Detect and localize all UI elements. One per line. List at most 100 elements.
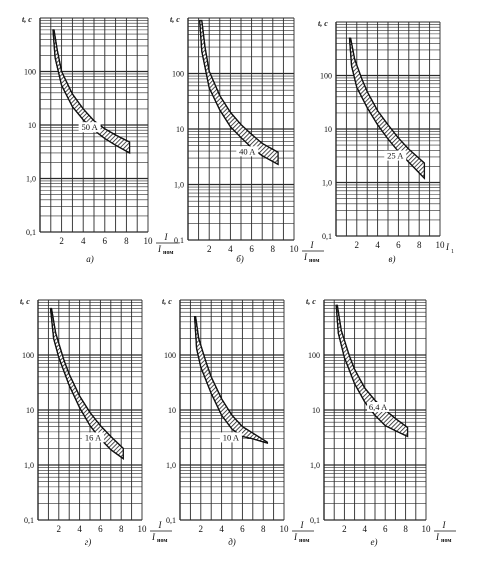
band-boundary-line	[336, 305, 408, 428]
annotation-bg	[236, 146, 259, 157]
y-tick-label: 10	[26, 406, 34, 415]
x-axis-fraction-bottom: I	[157, 244, 162, 254]
x-tick-label: 2	[59, 236, 64, 246]
x-tick-label: 6	[103, 236, 108, 246]
y-tick-label: 100	[172, 70, 184, 79]
x-axis-fraction-bottom-sub: ном	[441, 538, 451, 544]
y-axis-label: t, c	[306, 297, 316, 306]
y-tick-label: 1,0	[26, 175, 36, 184]
band-boundary-line	[335, 305, 408, 438]
x-tick-label: 4	[363, 524, 368, 534]
x-axis-label-sub: 1	[451, 249, 454, 255]
y-axis-label: t, c	[170, 15, 180, 24]
x-axis-fraction-bottom: I	[303, 252, 308, 262]
x-tick-label: 6	[98, 524, 103, 534]
x-axis-fraction-top: I	[158, 520, 163, 530]
x-axis-fraction-bottom: I	[151, 532, 156, 542]
time-current-band	[335, 304, 409, 438]
x-tick-label: 10	[290, 244, 300, 254]
x-tick-label: 2	[199, 524, 204, 534]
y-tick-label: 1,0	[310, 461, 320, 470]
band-boundary-line	[52, 29, 130, 154]
y-tick-label: 1,0	[322, 179, 332, 188]
panel-caption: в)	[389, 254, 396, 264]
chart-panel: 0,1 1,0 10 100 2 4 6 8 10 t, c II ном 6,4 A e)	[306, 297, 456, 547]
panel-caption: г)	[85, 537, 92, 547]
y-tick-label: 0,1	[24, 516, 34, 525]
band-annotation: 40 A	[239, 146, 256, 156]
y-tick-label: 100	[164, 351, 176, 360]
band-boundary-line	[201, 20, 279, 153]
y-axis-label: t, c	[318, 19, 328, 28]
x-axis-label: I	[445, 242, 450, 252]
chart-panel: 0,1 1,0 10 100 2 4 6 8 10 t, c I 1 25 A в)	[318, 19, 454, 264]
band-boundary-line	[350, 37, 425, 164]
x-tick-label: 2	[57, 524, 62, 534]
panel-caption: д)	[228, 537, 236, 547]
band-boundary-line	[53, 29, 130, 143]
y-tick-label: 100	[320, 72, 332, 81]
chart-panel: 0,1 1,0 10 100 2 4 6 8 10 t, c II ном 40 A б)	[170, 15, 324, 264]
x-tick-label: 10	[144, 236, 154, 246]
y-tick-label: 0,1	[310, 516, 320, 525]
x-axis-fraction-top: I	[310, 240, 315, 250]
band-annotation: 50 A	[81, 122, 98, 132]
x-tick-label: 4	[77, 524, 82, 534]
x-tick-label: 2	[355, 240, 360, 250]
x-tick-label: 4	[228, 244, 233, 254]
x-axis-fraction-top: I	[442, 520, 447, 530]
annotation-bg	[367, 402, 390, 412]
panel-caption: a)	[86, 254, 94, 264]
chart-panel: 0,1 1,0 10 100 2 4 6 8 10 t, c II ном 10 A д)	[162, 297, 314, 547]
chart-panel: 0,1 1,0 10 100 2 4 6 8 10 t, c II ном 50 A a)	[22, 15, 178, 264]
band-boundary-line	[49, 308, 124, 460]
annotation-bg	[384, 150, 407, 161]
band-annotation: 10 A	[223, 432, 240, 442]
y-tick-label: 10	[312, 406, 320, 415]
x-tick-label: 4	[375, 240, 380, 250]
y-tick-label: 1,0	[24, 461, 34, 470]
y-tick-label: 0,1	[26, 228, 36, 237]
panel-caption: e)	[371, 537, 378, 547]
x-tick-label: 8	[119, 524, 124, 534]
x-tick-label: 10	[280, 524, 290, 534]
band-boundary-line	[199, 20, 279, 165]
annotation-bg	[82, 432, 105, 443]
x-tick-label: 8	[261, 524, 266, 534]
x-tick-label: 8	[271, 244, 276, 254]
panel-caption: б)	[236, 254, 244, 264]
y-tick-label: 0,1	[166, 516, 176, 525]
x-tick-label: 8	[124, 236, 129, 246]
x-tick-label: 8	[417, 240, 422, 250]
x-tick-label: 10	[436, 240, 446, 250]
x-axis-fraction-bottom-sub: ном	[157, 538, 167, 544]
y-axis-label: t, c	[162, 297, 172, 306]
y-tick-label: 10	[28, 121, 36, 130]
y-tick-label: 10	[168, 406, 176, 415]
band-boundary-line	[194, 316, 268, 444]
x-tick-label: 6	[396, 240, 401, 250]
y-tick-label: 100	[22, 351, 34, 360]
band-boundary-line	[195, 316, 268, 443]
x-axis-fraction-bottom-sub: ном	[309, 258, 319, 264]
x-tick-label: 2	[342, 524, 347, 534]
y-tick-label: 1,0	[174, 181, 184, 190]
band-annotation: 6,4 A	[369, 402, 388, 412]
band-boundary-line	[50, 308, 124, 449]
y-tick-label: 100	[24, 68, 36, 77]
x-axis-fraction-bottom: I	[435, 532, 440, 542]
x-tick-label: 6	[240, 524, 245, 534]
x-tick-label: 10	[422, 524, 432, 534]
annotation-bg	[78, 122, 101, 133]
x-tick-label: 2	[207, 244, 212, 254]
x-axis-fraction-top: I	[164, 232, 169, 242]
x-tick-label: 6	[383, 524, 388, 534]
x-tick-label: 10	[138, 524, 148, 534]
y-tick-label: 0,1	[174, 236, 184, 245]
chart-panel: 0,1 1,0 10 100 2 4 6 8 10 t, c II ном 16 A г)	[20, 297, 172, 547]
x-axis-fraction-bottom: I	[293, 532, 298, 542]
x-axis-fraction-bottom-sub: ном	[299, 538, 309, 544]
x-tick-label: 6	[249, 244, 254, 254]
x-axis-fraction-top: I	[300, 520, 305, 530]
